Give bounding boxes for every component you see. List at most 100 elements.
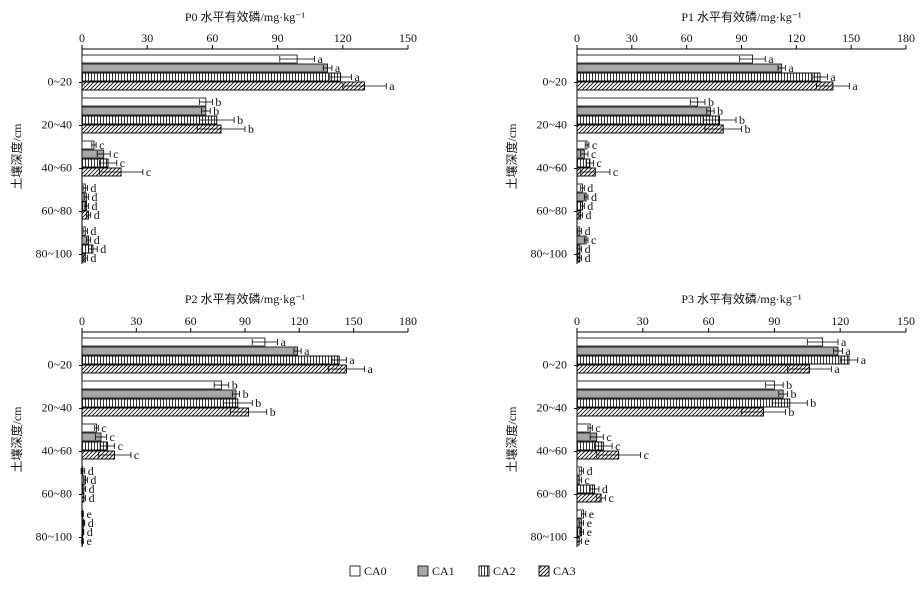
y-tick-label: 0~20 — [48, 74, 73, 88]
significance-letter: c — [595, 421, 600, 435]
error-bar — [578, 212, 583, 218]
x-tick-label: 30 — [626, 31, 638, 45]
legend-swatch-pattern — [478, 565, 490, 577]
significance-letter: c — [113, 147, 118, 161]
significance-letter: b — [739, 113, 745, 127]
bar — [576, 380, 775, 390]
error-bar — [81, 529, 85, 535]
significance-letter: b — [270, 405, 276, 419]
significance-letter: e — [584, 534, 589, 548]
significance-letter: c — [134, 448, 139, 462]
error-bar — [85, 212, 92, 218]
bar-pattern — [81, 364, 347, 374]
significance-letter: c — [584, 473, 589, 487]
error-bar — [765, 382, 784, 388]
significance-letter: c — [592, 138, 597, 152]
significance-letter: a — [304, 344, 310, 358]
y-tick-label: 20~40 — [537, 117, 568, 131]
significance-letter: a — [335, 61, 341, 75]
significance-letter: d — [90, 181, 96, 195]
y-tick-label: 40~60 — [537, 160, 568, 174]
error-bar — [580, 185, 585, 191]
bar — [576, 389, 784, 399]
x-tick-label: 60 — [206, 31, 218, 45]
error-bar — [777, 65, 786, 71]
bar-pattern — [81, 407, 250, 417]
y-tick-label: 80~100 — [36, 529, 73, 543]
bar-pattern — [81, 355, 340, 365]
bar — [81, 63, 328, 73]
error-bar — [222, 400, 253, 406]
significance-letter: b — [788, 405, 794, 419]
y-tick-label: 60~80 — [537, 203, 568, 217]
significance-letter: b — [717, 104, 723, 118]
bar — [81, 389, 237, 399]
significance-letter: d — [87, 525, 93, 539]
significance-letter: b — [237, 113, 243, 127]
legend-swatch-pattern — [538, 565, 550, 577]
bar — [81, 97, 207, 107]
significance-letter: a — [318, 52, 324, 66]
error-bar — [596, 495, 606, 501]
error-bar — [778, 391, 788, 397]
y-tick-label: 20~40 — [42, 400, 73, 414]
error-bar — [213, 382, 230, 388]
bar-pattern — [576, 81, 834, 91]
error-bar — [99, 443, 115, 449]
significance-letter: a — [349, 353, 355, 367]
significance-letter: a — [845, 344, 851, 358]
significance-letter: c — [99, 138, 104, 152]
significance-letter: a — [368, 362, 374, 376]
error-bar — [322, 65, 333, 71]
legend-label: CA0 — [364, 564, 387, 578]
chart-title: P2 水平有效磷/mg·kg⁻¹ — [185, 291, 306, 306]
significance-letter: d — [88, 516, 94, 530]
bar — [81, 106, 207, 116]
error-bar — [596, 452, 642, 458]
significance-letter: d — [92, 199, 98, 213]
error-bar — [839, 357, 859, 363]
significance-letter: d — [90, 224, 96, 238]
error-bar — [88, 246, 98, 252]
x-tick-label: 90 — [768, 314, 780, 328]
significance-letter: d — [587, 199, 593, 213]
error-bar — [706, 108, 715, 114]
error-bar — [589, 486, 600, 492]
significance-letter: b — [215, 95, 221, 109]
bar-pattern — [81, 81, 365, 91]
error-bar — [577, 246, 582, 252]
error-bar — [806, 339, 839, 345]
y-tick-label: 80~100 — [531, 246, 568, 260]
error-bar — [329, 74, 352, 80]
significance-letter: d — [89, 491, 95, 505]
y-axis-label: 土壤深度/cm — [504, 123, 519, 190]
error-bar — [739, 56, 766, 62]
significance-letter: d — [90, 251, 96, 265]
significance-letter: d — [100, 242, 106, 256]
error-bar — [293, 348, 302, 354]
x-tick-label: 150 — [897, 314, 915, 328]
significance-letter: d — [94, 208, 100, 222]
significance-letter: a — [841, 335, 847, 349]
bar-pattern — [576, 72, 821, 82]
significance-letter: c — [109, 430, 114, 444]
significance-letter: e — [86, 507, 91, 521]
significance-letter: c — [615, 439, 620, 453]
bar-pattern — [81, 115, 218, 125]
x-tick-label: 60 — [703, 314, 715, 328]
error-bar — [702, 117, 737, 123]
significance-letter: c — [146, 165, 151, 179]
significance-letter: a — [281, 335, 287, 349]
significance-letter: a — [389, 79, 395, 93]
error-bar — [342, 83, 387, 89]
x-tick-label: 180 — [399, 314, 417, 328]
significance-letter: b — [255, 396, 261, 410]
significance-letter: b — [810, 396, 816, 410]
error-bar — [98, 169, 144, 175]
error-bar — [812, 74, 828, 80]
error-bar — [327, 366, 365, 372]
bar — [81, 337, 266, 347]
error-bar — [578, 520, 584, 526]
bar-pattern — [576, 364, 810, 374]
error-bar — [85, 237, 92, 243]
